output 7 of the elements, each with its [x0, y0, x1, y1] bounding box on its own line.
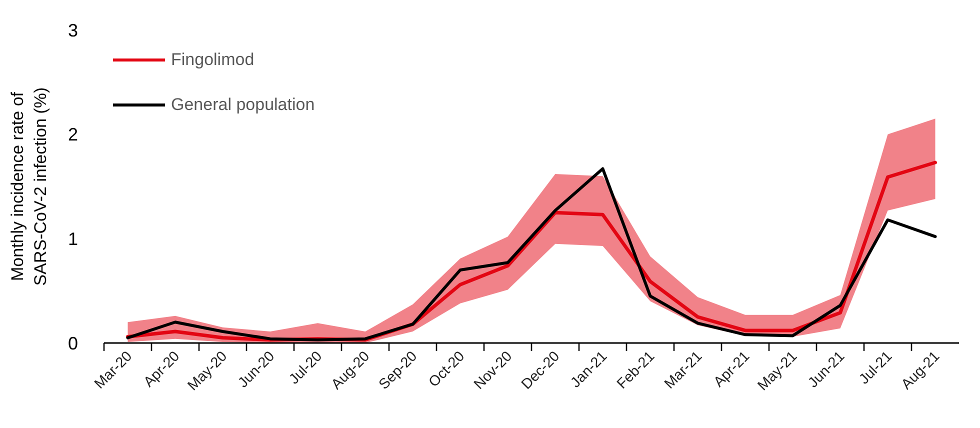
y-tick-label: 0: [68, 333, 78, 354]
y-tick-label: 1: [68, 229, 78, 250]
y-axis-title: Monthly incidence rate of SARS-CoV-2 infection (%): [8, 87, 50, 286]
y-tick-label: 2: [68, 124, 78, 145]
y-tick-label: 3: [68, 20, 78, 40]
legend-label: Fingolimod: [171, 50, 254, 70]
legend-label: General population: [171, 95, 315, 115]
